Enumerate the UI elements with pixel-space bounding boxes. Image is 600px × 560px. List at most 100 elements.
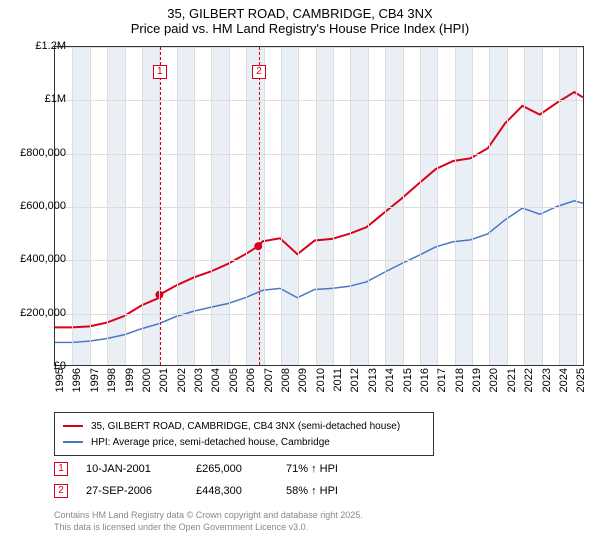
series-line-hpi [55,201,583,343]
attribution-line2: This data is licensed under the Open Gov… [54,522,363,534]
transaction-price: £265,000 [196,463,286,475]
x-axis-label: 1999 [124,368,136,408]
x-axis-label: 2010 [315,368,327,408]
gridline-h [55,207,583,208]
x-axis-label: 2018 [454,368,466,408]
attribution: Contains HM Land Registry data © Crown c… [54,510,363,533]
x-axis-label: 1995 [54,368,66,408]
x-axis-label: 2024 [558,368,570,408]
transaction-pct: 71% ↑ HPI [286,463,376,475]
x-axis-label: 2014 [384,368,396,408]
x-axis-label: 1997 [89,368,101,408]
gridline-v [333,47,334,365]
x-axis-label: 2011 [332,368,344,408]
x-axis-label: 2015 [402,368,414,408]
gridline-h [55,100,583,101]
x-axis-label: 2001 [158,368,170,408]
gridline-v [542,47,543,365]
x-axis-label: 1998 [106,368,118,408]
x-axis-label: 1996 [71,368,83,408]
gridline-v [90,47,91,365]
legend-swatch-2 [63,441,83,443]
legend-box: 35, GILBERT ROAD, CAMBRIDGE, CB4 3NX (se… [54,412,434,456]
transaction-date: 27-SEP-2006 [86,485,196,497]
y-axis-label: £1.2M [35,40,66,52]
marker-label: 1 [153,65,167,79]
x-axis-label: 2025 [575,368,587,408]
y-axis-label: £800,000 [20,147,66,159]
gridline-v [107,47,108,365]
x-axis-label: 2022 [523,368,535,408]
gridline-v [489,47,490,365]
gridline-h [55,314,583,315]
gridline-v [246,47,247,365]
series-line-price_paid [55,92,583,327]
chart-plot-area: 12 [54,46,584,366]
x-axis-label: 2023 [541,368,553,408]
gridline-v [403,47,404,365]
gridline-v [437,47,438,365]
gridline-v [229,47,230,365]
x-axis-label: 2013 [367,368,379,408]
transaction-price: £448,300 [196,485,286,497]
x-axis-label: 2005 [228,368,240,408]
x-axis-label: 2008 [280,368,292,408]
y-axis-label: £200,000 [20,307,66,319]
title-main: 35, GILBERT ROAD, CAMBRIDGE, CB4 3NX [0,6,600,21]
x-axis-label: 2004 [210,368,222,408]
gridline-v [385,47,386,365]
x-axis-label: 2003 [193,368,205,408]
gridline-v [472,47,473,365]
legend-row-1: 35, GILBERT ROAD, CAMBRIDGE, CB4 3NX (se… [63,418,425,434]
gridline-v [455,47,456,365]
x-axis-label: 2002 [176,368,188,408]
legend-label-2: HPI: Average price, semi-detached house,… [91,437,330,448]
legend-row-2: HPI: Average price, semi-detached house,… [63,434,425,450]
marker-label: 2 [252,65,266,79]
marker-line [259,47,260,365]
transaction-row: 1 10-JAN-2001£265,00071% ↑ HPI [54,458,376,480]
gridline-v [559,47,560,365]
marker-line [160,47,161,365]
gridline-v [420,47,421,365]
gridline-v [524,47,525,365]
transaction-marker: 2 [54,484,68,498]
gridline-v [507,47,508,365]
gridline-h [55,47,583,48]
x-axis-label: 2016 [419,368,431,408]
gridline-v [281,47,282,365]
y-axis-label: £400,000 [20,253,66,265]
gridline-v [177,47,178,365]
x-axis-label: 2017 [436,368,448,408]
gridline-v [298,47,299,365]
x-axis-label: 2021 [506,368,518,408]
x-axis-label: 2012 [349,368,361,408]
legend-swatch-1 [63,425,83,427]
gridline-h [55,260,583,261]
gridline-v [142,47,143,365]
gridline-h [55,154,583,155]
gridline-v [368,47,369,365]
x-axis-label: 2006 [245,368,257,408]
gridline-v [194,47,195,365]
gridline-v [350,47,351,365]
chart-title: 35, GILBERT ROAD, CAMBRIDGE, CB4 3NX Pri… [0,0,600,38]
legend-label-1: 35, GILBERT ROAD, CAMBRIDGE, CB4 3NX (se… [91,421,400,432]
x-axis-label: 2000 [141,368,153,408]
y-axis-label: £600,000 [20,200,66,212]
gridline-v [125,47,126,365]
gridline-v [72,47,73,365]
x-axis-label: 2019 [471,368,483,408]
x-axis-label: 2007 [263,368,275,408]
attribution-line1: Contains HM Land Registry data © Crown c… [54,510,363,522]
gridline-v [576,47,577,365]
gridline-v [211,47,212,365]
gridline-v [264,47,265,365]
title-sub: Price paid vs. HM Land Registry's House … [0,21,600,36]
transaction-table: 1 10-JAN-2001£265,00071% ↑ HPI 2 27-SEP-200… [54,458,376,502]
transaction-date: 10-JAN-2001 [86,463,196,475]
y-axis-label: £1M [45,93,66,105]
x-axis-label: 2009 [297,368,309,408]
transaction-marker: 1 [54,462,68,476]
x-axis-label: 2020 [488,368,500,408]
